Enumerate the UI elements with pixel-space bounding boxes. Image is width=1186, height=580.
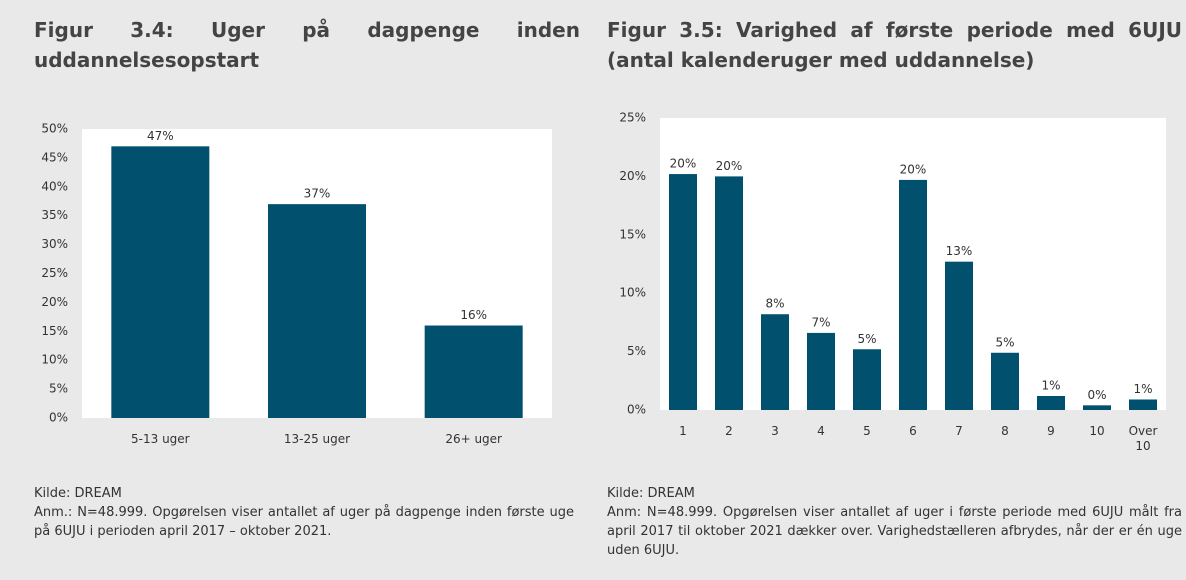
note: Anm: N=48.999. Opgørelsen viser antallet…: [607, 505, 1182, 558]
bar: [945, 261, 973, 410]
x-tick-label: 8: [1001, 424, 1009, 438]
source: Kilde: DREAM: [607, 486, 695, 501]
bar: [268, 204, 366, 418]
data-label: 7%: [811, 315, 830, 329]
y-tick-label: 25%: [619, 111, 646, 125]
y-tick-label: 0%: [49, 411, 68, 425]
data-label: 20%: [900, 162, 927, 176]
y-tick-label: 45%: [41, 150, 68, 164]
x-tick-label: Over 10: [1128, 424, 1158, 453]
data-label: 1%: [1041, 378, 1060, 392]
y-tick-label: 40%: [41, 179, 68, 193]
bar: [715, 176, 743, 410]
bar: [807, 332, 835, 410]
data-label: 20%: [670, 157, 697, 171]
y-tick-label: 50%: [41, 122, 68, 136]
bar: [1083, 405, 1111, 410]
y-tick-label: 35%: [41, 208, 68, 222]
y-tick-label: 20%: [41, 295, 68, 309]
data-label: 8%: [765, 297, 784, 311]
data-label: 5%: [857, 332, 876, 346]
data-label: 5%: [995, 335, 1014, 349]
bar: [1037, 395, 1065, 410]
bar: [111, 146, 210, 418]
chart-title: Figur 3.4: Uger på dagpenge inden uddann…: [34, 18, 580, 72]
y-tick-label: 15%: [619, 227, 646, 241]
x-tick-label: 5: [863, 424, 871, 438]
data-label: 20%: [716, 159, 743, 173]
y-tick-label: 30%: [41, 237, 68, 251]
data-label: 0%: [1087, 388, 1106, 402]
y-tick-label: 10%: [41, 353, 68, 367]
bar: [853, 349, 881, 410]
bar: [899, 179, 927, 410]
data-label: 13%: [946, 244, 973, 258]
data-label: 37%: [304, 187, 331, 201]
x-tick-label: 2: [725, 424, 733, 438]
y-tick-label: 0%: [627, 403, 646, 417]
y-tick-label: 10%: [619, 286, 646, 300]
x-tick-label: 13-25 uger: [283, 432, 351, 446]
data-label: 47%: [147, 129, 174, 143]
x-tick-label: 9: [1047, 424, 1055, 438]
bar: [761, 314, 789, 410]
bar: [669, 174, 697, 410]
y-tick-label: 25%: [41, 266, 68, 280]
y-tick-label: 15%: [41, 324, 68, 338]
bar: [1129, 399, 1157, 410]
bar: [424, 325, 523, 418]
x-tick-label: 7: [955, 424, 963, 438]
data-label: 16%: [460, 308, 487, 322]
chart-title: Figur 3.5: Varighed af første periode me…: [607, 18, 1182, 72]
y-tick-label: 20%: [619, 169, 646, 183]
x-tick-label: 3: [771, 424, 779, 438]
x-tick-label: 1: [679, 424, 687, 438]
x-tick-label: 10: [1089, 424, 1105, 438]
x-tick-label: 4: [817, 424, 825, 438]
bar: [991, 352, 1019, 410]
source: Kilde: DREAM: [34, 486, 122, 501]
x-tick-label: 6: [909, 424, 917, 438]
y-tick-label: 5%: [627, 344, 646, 358]
x-tick-label: 5-13 uger: [131, 432, 190, 446]
y-tick-label: 5%: [49, 382, 68, 396]
note: Anm.: N=48.999. Opgørelsen viser antalle…: [34, 505, 574, 539]
data-label: 1%: [1133, 382, 1152, 396]
x-tick-label: 26+ uger: [445, 432, 502, 446]
